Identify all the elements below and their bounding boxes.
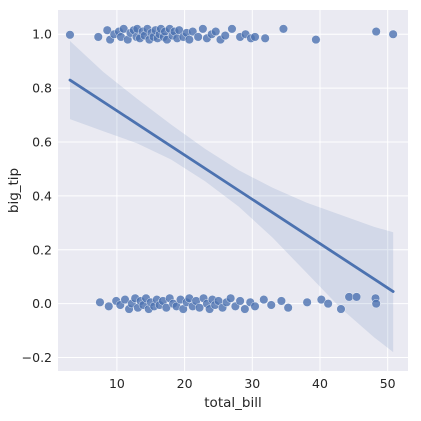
x-tick-label: 20 [177,376,193,391]
data-point [188,27,198,37]
regression-line-layer [68,78,395,293]
data-point [220,31,230,41]
data-point [352,292,362,302]
confidence-band-layer [69,40,394,353]
data-point [336,304,346,314]
data-point [184,35,194,45]
data-point [104,301,114,311]
data-point [259,295,269,305]
data-point [250,32,260,42]
y-tick-label: 0.6 [32,135,52,150]
y-tick-labels: −0.2 0.0 0.2 0.4 0.6 0.8 1.0 [22,27,52,365]
x-tick-label: 30 [244,376,260,391]
regression-line [68,78,395,293]
grid-lines [58,10,408,371]
data-point [283,303,293,313]
data-point [198,24,208,34]
data-point [276,296,286,306]
data-point [102,25,112,35]
data-point [278,24,288,34]
y-tick-label: 0.4 [32,188,52,203]
y-tick-label: 1.0 [32,27,52,42]
x-tick-label: 50 [380,376,396,391]
data-point [316,295,326,305]
data-point [120,295,130,305]
data-point [211,27,221,37]
y-tick-label: 0.0 [32,296,52,311]
data-point [388,29,398,39]
confidence-band [69,40,394,353]
data-point [250,301,260,311]
data-point [227,24,237,34]
data-point [240,304,250,314]
x-tick-label: 40 [312,376,328,391]
data-point [119,24,129,34]
plot-background [58,10,408,371]
scatter-points-layer [65,24,398,314]
data-point [266,300,276,310]
data-point [260,33,270,43]
data-point [93,32,103,42]
y-axis-label: big_tip [6,168,22,213]
data-point [193,32,203,42]
y-tick-label: −0.2 [22,350,52,365]
data-point [323,299,333,309]
y-tick-label: 0.8 [32,81,52,96]
x-tick-label: 10 [109,376,125,391]
data-point [302,297,312,307]
data-point [161,303,171,313]
data-point [235,296,245,306]
data-point [65,30,75,40]
data-point [371,27,381,37]
data-point [95,297,105,307]
data-point [226,293,236,303]
y-tick-label: 0.2 [32,242,52,257]
data-point [371,299,381,309]
x-tick-labels: 10 20 30 40 50 [109,376,396,391]
x-axis-label: total_bill [204,395,261,411]
data-point [194,303,204,313]
data-point [311,35,321,45]
